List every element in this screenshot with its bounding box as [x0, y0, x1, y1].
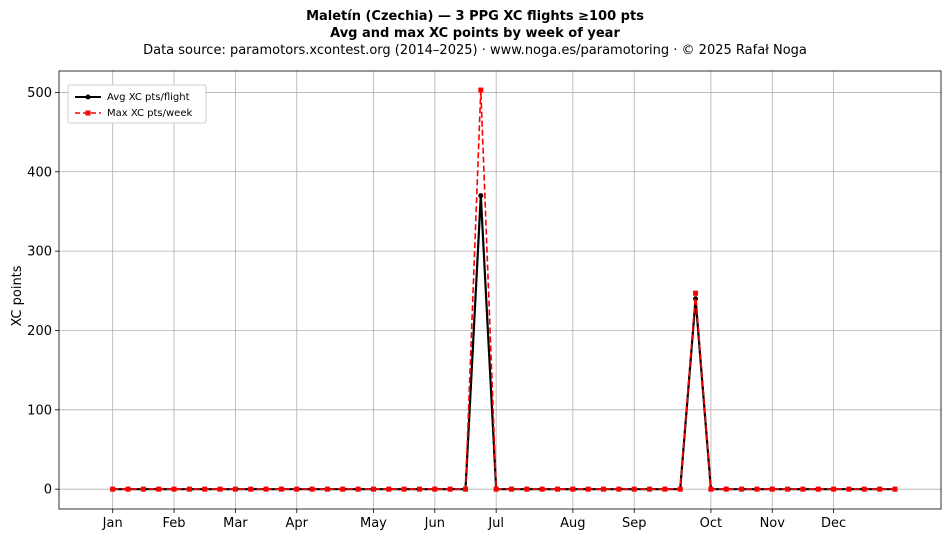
chart-subtitle: Avg and max XC points by week of year: [330, 26, 620, 41]
avg-series-point: [478, 193, 484, 199]
max-series-point: [831, 486, 837, 492]
max-series-point: [171, 486, 177, 492]
avg-series-line: [112, 194, 895, 491]
y-axis-label: XC points: [10, 265, 25, 326]
max-series-point: [416, 486, 422, 492]
max-series-point: [601, 486, 607, 492]
max-series-point: [248, 486, 254, 492]
max-series-point: [877, 486, 883, 492]
max-series-point: [202, 486, 208, 492]
max-series-point: [846, 486, 852, 492]
max-series-point: [785, 486, 791, 492]
x-tick-label: Mar: [223, 516, 248, 531]
x-tick-label: Jan: [102, 516, 123, 531]
legend-max-label: Max XC pts/week: [107, 108, 192, 119]
max-series-point: [647, 486, 653, 492]
x-tick-label: Oct: [700, 516, 722, 531]
max-series-point: [555, 486, 561, 492]
max-series-point: [708, 486, 714, 492]
x-tick-label: May: [360, 516, 387, 531]
max-series-point: [585, 486, 591, 492]
max-series-point: [340, 486, 346, 492]
legend: Avg XC pts/flight Max XC pts/week: [67, 84, 207, 124]
max-series-point: [800, 486, 806, 492]
y-tick-label: 300: [27, 245, 52, 260]
max-series-point: [278, 486, 284, 492]
max-series-line: [112, 89, 895, 491]
max-series-point: [662, 486, 668, 492]
x-tick-label: Sep: [622, 516, 647, 531]
grid-layer: [59, 71, 941, 509]
chart-title: Maletín (Czechia) — 3 PPG XC flights ≥10…: [306, 9, 644, 24]
x-tick-label: Jun: [424, 516, 445, 531]
legend-max-marker: [85, 110, 91, 116]
series-layer: [110, 87, 898, 492]
max-series-point: [754, 486, 760, 492]
max-series-point: [294, 486, 300, 492]
max-series-point: [217, 486, 223, 492]
max-series-point: [769, 486, 775, 492]
legend-box: [67, 84, 207, 124]
max-series-point: [232, 486, 238, 492]
max-series-point: [509, 486, 515, 492]
max-series-point: [815, 486, 821, 492]
x-tick-label: Aug: [560, 516, 585, 531]
max-series-point: [156, 486, 162, 492]
max-series-point: [570, 486, 576, 492]
max-series-point: [447, 486, 453, 492]
y-tick-label: 200: [27, 324, 52, 339]
max-series-point: [892, 486, 898, 492]
chart-title-block: Maletín (Czechia) — 3 PPG XC flights ≥10…: [0, 8, 950, 59]
y-tick-label: 400: [27, 165, 52, 180]
x-tick-label: Feb: [163, 516, 186, 531]
max-series-point: [462, 486, 468, 492]
max-series-point: [616, 486, 622, 492]
max-series-point: [386, 486, 392, 492]
max-series-point: [324, 486, 330, 492]
max-series-point: [263, 486, 269, 492]
axes-layer: 0 100 200 300 400 500 Jan Feb Mar Apr May Jun Jul Aug…: [27, 70, 942, 531]
x-tick-label: Nov: [760, 516, 786, 531]
y-tick-label: 0: [44, 483, 52, 498]
max-series-point: [739, 486, 745, 492]
max-series-point: [677, 486, 683, 492]
plot-frame: [58, 70, 942, 510]
chart-source: Data source: paramotors.xcontest.org (20…: [143, 43, 807, 58]
max-series-point: [309, 486, 315, 492]
max-series-point: [693, 290, 699, 296]
max-series-point: [631, 486, 637, 492]
y-tick-label: 500: [27, 86, 52, 101]
max-series-point: [186, 486, 192, 492]
max-series-point: [401, 486, 407, 492]
max-series-point: [125, 486, 131, 492]
max-series-point: [478, 87, 484, 93]
max-series-point: [140, 486, 146, 492]
legend-avg-marker: [85, 94, 91, 100]
max-series-point: [110, 486, 116, 492]
x-tick-label: Apr: [286, 516, 309, 531]
max-series-point: [432, 486, 438, 492]
max-series-point: [524, 486, 530, 492]
max-series-point: [370, 486, 376, 492]
max-series-point: [355, 486, 361, 492]
x-tick-label: Jul: [487, 516, 504, 531]
y-tick-label: 100: [27, 403, 52, 418]
max-series-point: [539, 486, 545, 492]
x-tick-label: Dec: [821, 516, 846, 531]
max-series-point: [723, 486, 729, 492]
max-series-point: [861, 486, 867, 492]
legend-avg-label: Avg XC pts/flight: [107, 92, 190, 103]
max-series-point: [493, 486, 499, 492]
